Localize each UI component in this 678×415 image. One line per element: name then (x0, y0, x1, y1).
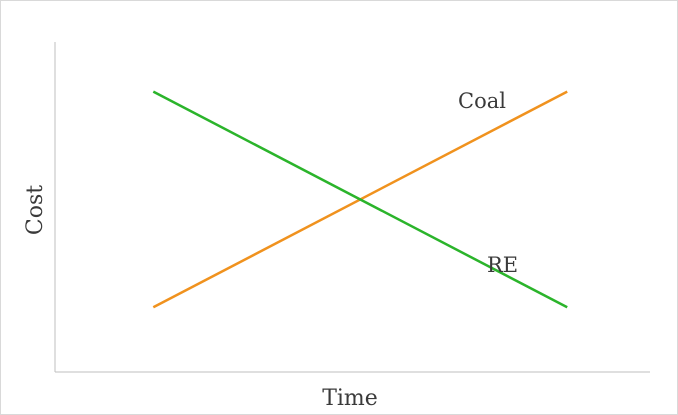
series-label-coal: Coal (458, 89, 506, 113)
series-label-re: RE (487, 253, 518, 277)
series-group (152, 90, 568, 309)
x-axis-title: Time (322, 386, 378, 411)
y-axis-title: Cost (23, 185, 48, 235)
series-line-re (152, 90, 568, 309)
